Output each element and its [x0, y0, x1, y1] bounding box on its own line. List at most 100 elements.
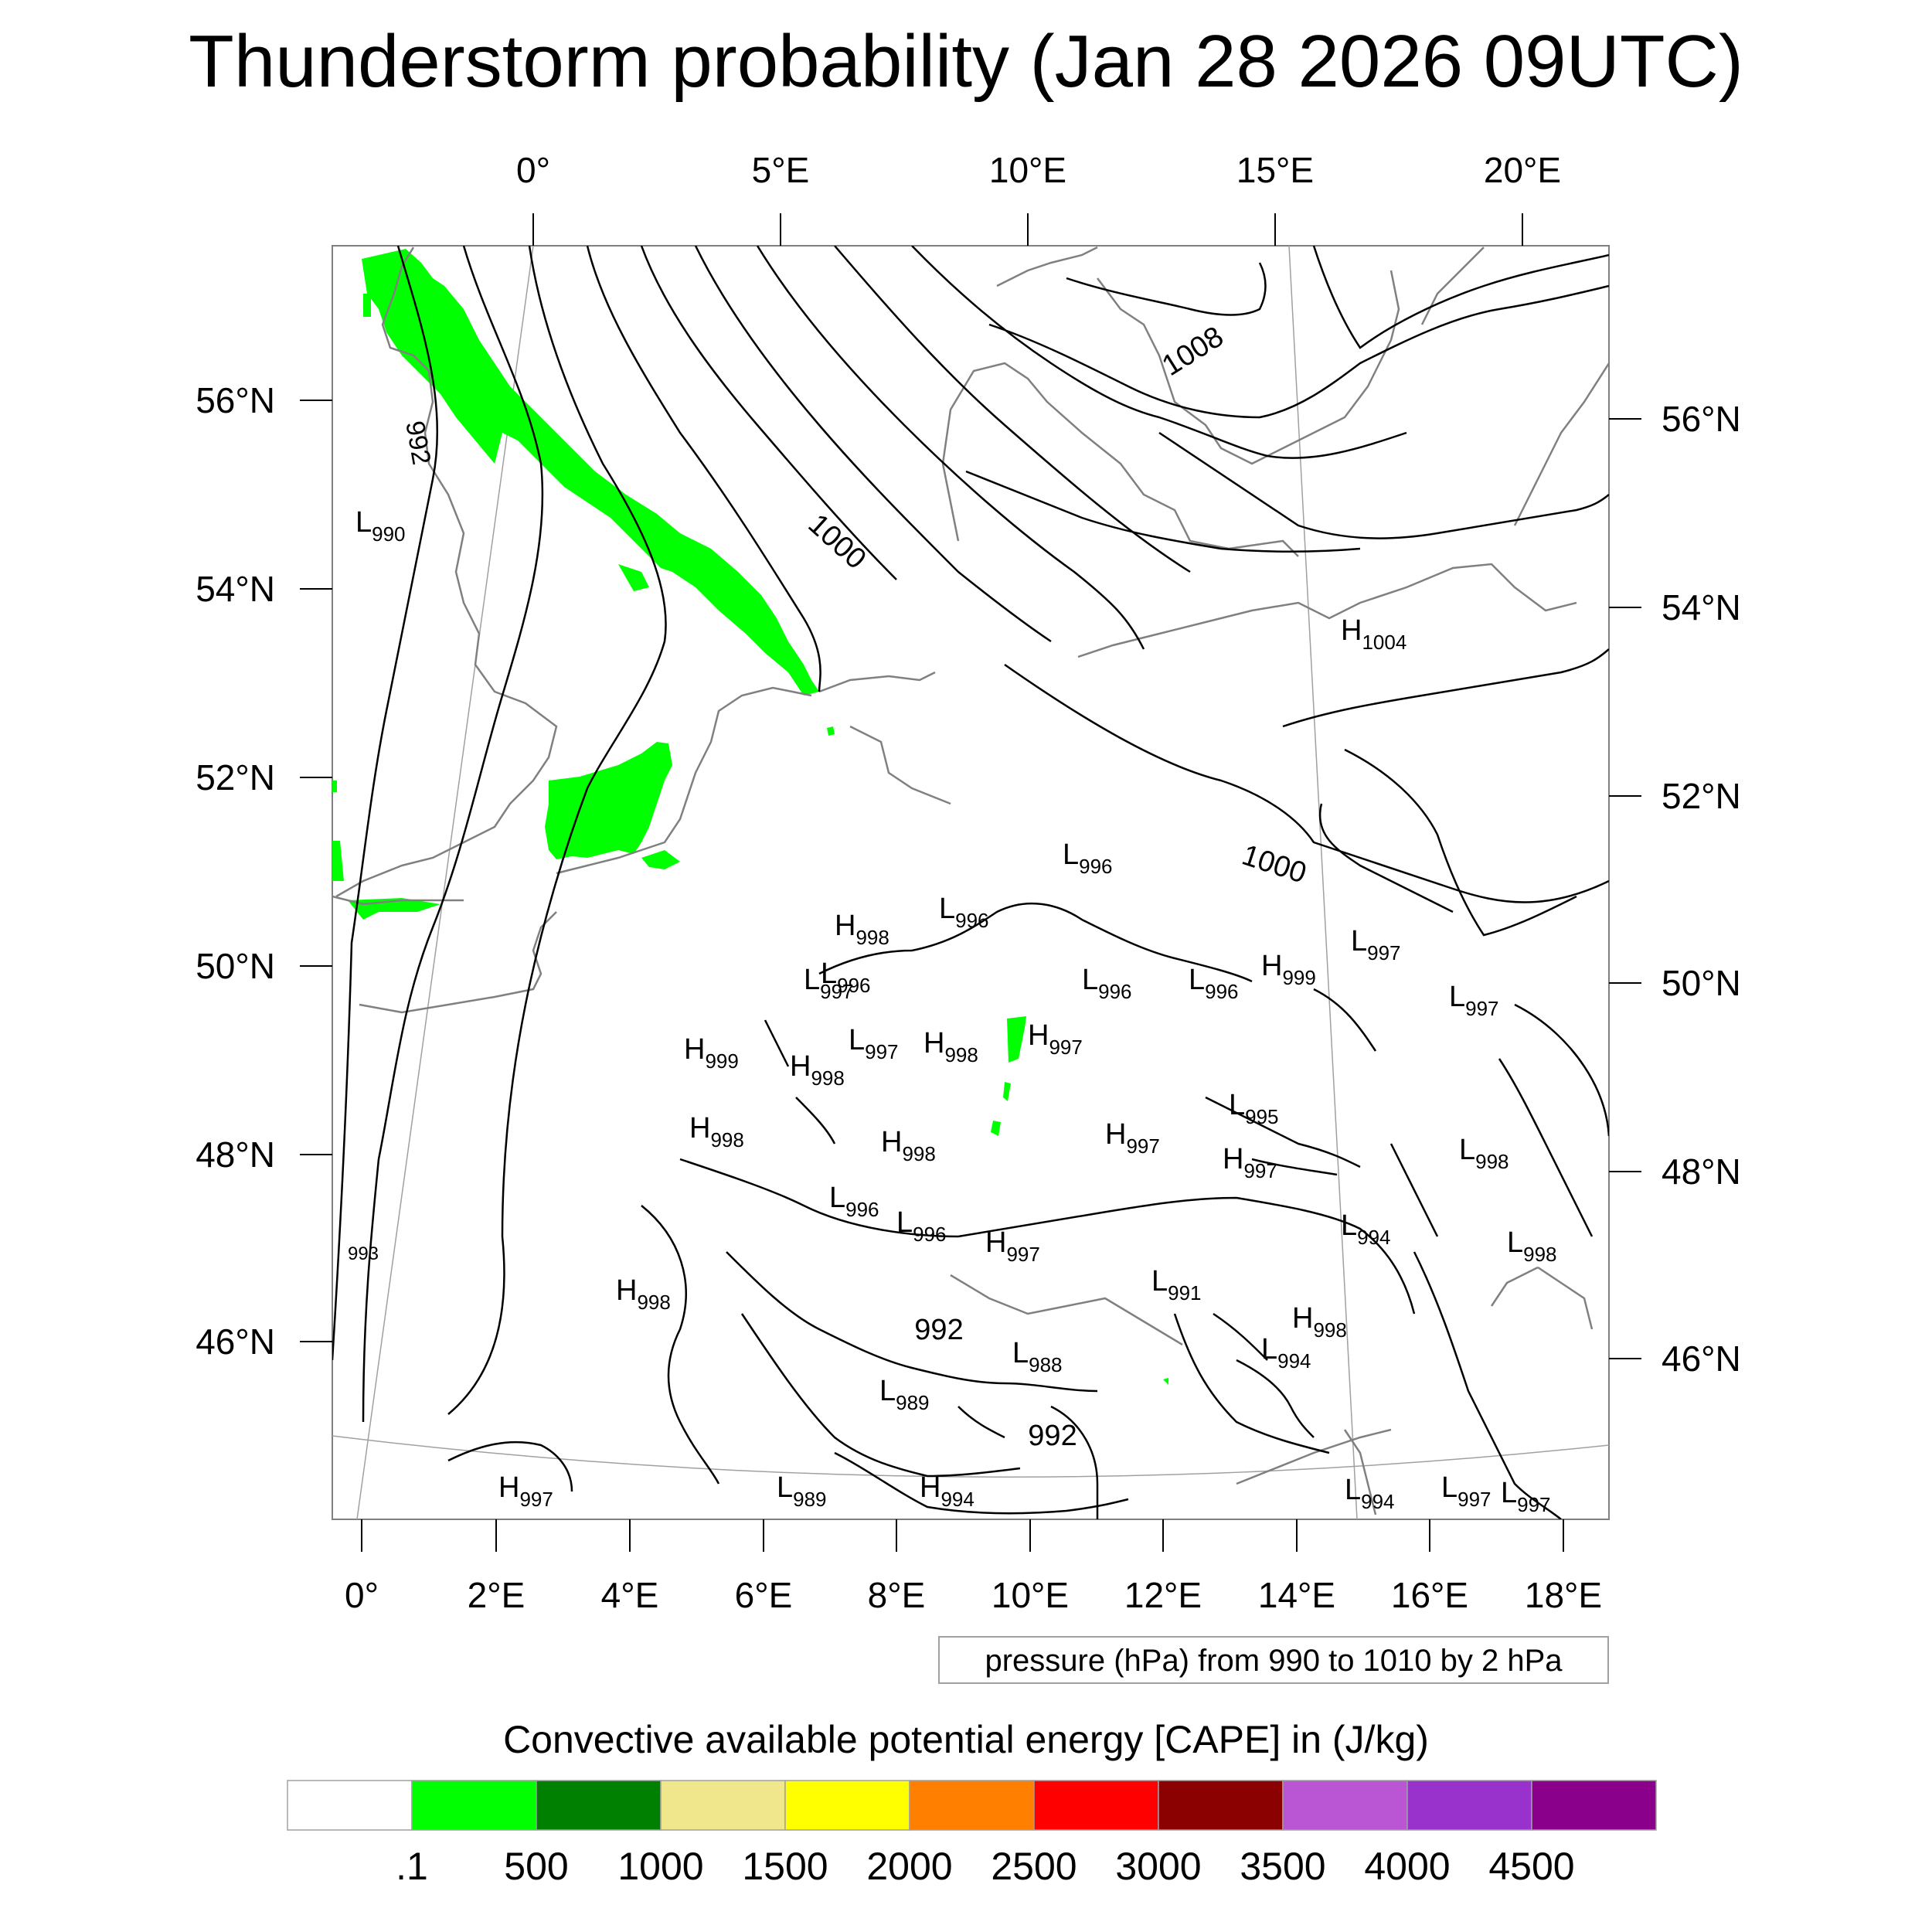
left-axis-label: 54°N [196, 569, 275, 609]
colorbar-tick-label: 1500 [742, 1845, 828, 1888]
right-axis-labels: 56°N 54°N 52°N 50°N 48°N 46°N [1662, 399, 1741, 1379]
colorbar-tick-label: .1 [396, 1845, 428, 1888]
top-axis-label: 10°E [989, 150, 1066, 190]
pressure-note-box [938, 1636, 1609, 1684]
low-pressure-center: L997 [804, 964, 854, 1003]
high-pressure-center: H994 [920, 1471, 975, 1511]
high-pressure-center: H997 [985, 1226, 1040, 1266]
low-pressure-center: L996 [896, 1206, 947, 1246]
low-pressure-center: L997 [1351, 925, 1401, 964]
isobar-label: 992 [914, 1314, 963, 1346]
low-pressure-center: L994 [1345, 1474, 1395, 1513]
colorbar-swatch [1282, 1780, 1408, 1831]
left-axis-label: 50°N [196, 946, 275, 986]
bottom-axis-label: 16°E [1391, 1575, 1468, 1615]
right-axis-label: 48°N [1662, 1151, 1741, 1192]
colorbar-swatch [784, 1780, 910, 1831]
cape-shading [332, 249, 1168, 1385]
bottom-axis-label: 14°E [1258, 1575, 1335, 1615]
low-pressure-center: L998 [1459, 1134, 1509, 1173]
colorbar-swatch [1033, 1780, 1159, 1831]
colorbar-tick-label: 2500 [991, 1845, 1077, 1888]
bottom-axis-label: 10°E [992, 1575, 1069, 1615]
low-pressure-center: L997 [1441, 1471, 1492, 1511]
top-axis-label: 15°E [1236, 150, 1314, 190]
low-pressure-center: L997 [849, 1024, 899, 1063]
colorbar-tick-label: 4000 [1364, 1845, 1450, 1888]
high-pressure-center: H997 [1223, 1143, 1277, 1182]
low-pressure-center: L997 [1449, 981, 1499, 1020]
left-axis-labels: 56°N 54°N 52°N 50°N 48°N 46°N [196, 380, 275, 1362]
colorbar-swatch [909, 1780, 1035, 1831]
low-pressure-center: L994 [1261, 1333, 1311, 1372]
bottom-axis-label: 8°E [868, 1575, 926, 1615]
bottom-axis-label: 2°E [468, 1575, 526, 1615]
top-axis-label: 20°E [1484, 150, 1561, 190]
low-pressure-center: L994 [1341, 1209, 1391, 1249]
coastlines [332, 246, 1609, 1515]
high-pressure-center: H997 [1028, 1019, 1083, 1059]
low-pressure-center: L990 [355, 506, 406, 546]
low-pressure-center: L998 [1507, 1226, 1557, 1266]
high-pressure-center: H998 [689, 1112, 744, 1151]
colorbar-swatch [1531, 1780, 1657, 1831]
colorbar-swatch [1406, 1780, 1532, 1831]
high-pressure-center: H998 [790, 1050, 845, 1090]
low-pressure-center: L997 [1501, 1477, 1551, 1516]
high-pressure-center: H997 [498, 1471, 553, 1511]
high-pressure-center: H1004 [1341, 614, 1406, 654]
low-pressure-center: L989 [879, 1375, 930, 1414]
right-axis-label: 54°N [1662, 587, 1741, 628]
colorbar-tick-label: 3500 [1240, 1845, 1325, 1888]
isobar-label: 992 [1028, 1420, 1077, 1452]
colorbar-tick-label: 500 [504, 1845, 568, 1888]
low-pressure-center: L996 [1082, 964, 1132, 1003]
bottom-axis-labels: 0° 2°E 4°E 6°E 8°E 10°E 12°E 14°E 16°E 1… [345, 1575, 1602, 1615]
colorbar-swatch [1158, 1780, 1284, 1831]
high-pressure-center: H997 [1105, 1118, 1160, 1158]
colorbar-title: Convective available potential energy [C… [503, 1718, 1429, 1761]
left-axis-label: 52°N [196, 757, 275, 798]
low-pressure-center: L996 [1063, 838, 1113, 878]
high-pressure-center: H998 [923, 1027, 978, 1066]
right-axis-label: 46°N [1662, 1338, 1741, 1379]
high-pressure-center: H998 [616, 1274, 671, 1314]
pressure-note: pressure (hPa) from 990 to 1010 by 2 hPa [985, 1644, 1563, 1678]
high-pressure-center: H998 [881, 1126, 936, 1165]
colorbar-swatch [287, 1780, 413, 1831]
high-pressure-center: H999 [684, 1033, 739, 1073]
colorbar-swatch [411, 1780, 537, 1831]
bottom-axis-label: 18°E [1525, 1575, 1602, 1615]
axis-ticks [300, 213, 1641, 1552]
colorbar-swatch [660, 1780, 786, 1831]
colorbar-tick-label: 2000 [866, 1845, 952, 1888]
low-pressure-center: L991 [1151, 1265, 1202, 1304]
bottom-axis-label: 4°E [601, 1575, 659, 1615]
low-pressure-center: L989 [777, 1471, 827, 1511]
colorbar-swatch [536, 1780, 662, 1831]
bottom-axis-label: 6°E [735, 1575, 793, 1615]
isobar-label: 993 [348, 1243, 379, 1264]
colorbar-labels: .1 500 1000 1500 2000 2500 3000 3500 4000 4500 [396, 1845, 1574, 1888]
top-axis-labels: 0° 5°E 10°E 15°E 20°E [516, 150, 1561, 190]
isobars [332, 246, 1609, 1519]
map-title: Thunderstorm probability (Jan 28 2026 09… [189, 20, 1743, 103]
colorbar [287, 1780, 1657, 1831]
left-axis-label: 46°N [196, 1321, 275, 1362]
right-axis-label: 52°N [1662, 776, 1741, 816]
left-axis-label: 56°N [196, 380, 275, 420]
low-pressure-center: L996 [939, 893, 989, 932]
bottom-axis-label: 12°E [1124, 1575, 1202, 1615]
high-pressure-center: H998 [835, 910, 889, 949]
low-pressure-center: L996 [821, 957, 871, 997]
low-pressure-center: L996 [1189, 964, 1239, 1003]
right-axis-label: 50°N [1662, 963, 1741, 1003]
low-pressure-center: L996 [829, 1182, 879, 1221]
bottom-axis-label: 0° [345, 1575, 379, 1615]
top-axis-label: 0° [516, 150, 550, 190]
top-axis-label: 5°E [752, 150, 810, 190]
high-pressure-center: H999 [1261, 950, 1316, 989]
colorbar-tick-label: 4500 [1488, 1845, 1574, 1888]
right-axis-label: 56°N [1662, 399, 1741, 439]
